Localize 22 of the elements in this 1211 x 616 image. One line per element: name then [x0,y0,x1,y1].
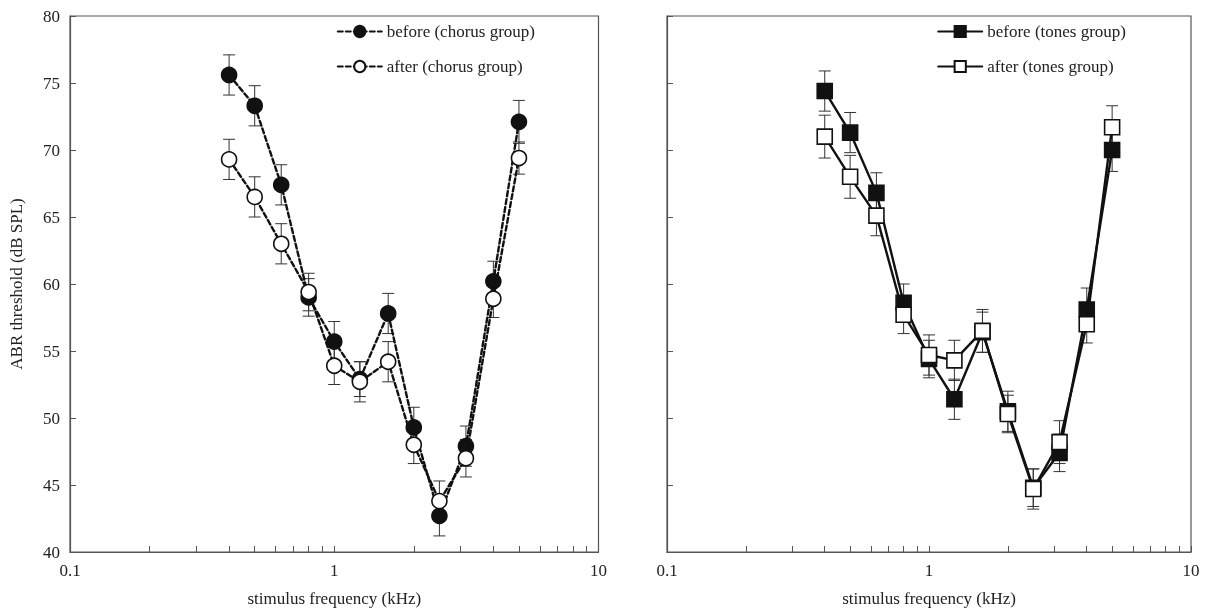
legend-label: after (tones group) [987,57,1114,76]
y-axis-title: ABR threshold (dB SPL) [7,198,26,370]
y-tick-label: 40 [43,542,60,562]
x-tick-label: 10 [590,561,607,580]
legend-label: after (chorus group) [386,57,523,76]
y-tick-label: 55 [43,341,60,361]
x-axis-title: stimulus frequency (kHz) [247,589,422,608]
y-tick-label: 65 [43,207,60,227]
y-tick-label: 75 [43,73,60,93]
y-tick-label: 70 [43,140,60,160]
y-tick-label: 60 [43,274,60,294]
y-tick-label: 45 [43,475,60,495]
y-tick-label: 50 [43,408,60,428]
x-tick-label: 0.1 [656,561,678,580]
legend-label: before (tones group) [987,22,1126,41]
legend-label: before (chorus group) [386,22,535,41]
x-tick-label: 10 [1182,561,1200,580]
x-tick-label: 1 [924,561,934,580]
x-tick-label: 1 [330,561,339,580]
y-tick-label: 80 [43,6,60,26]
x-axis-title: stimulus frequency (kHz) [842,589,1016,608]
x-tick-label: 0.1 [59,561,81,580]
